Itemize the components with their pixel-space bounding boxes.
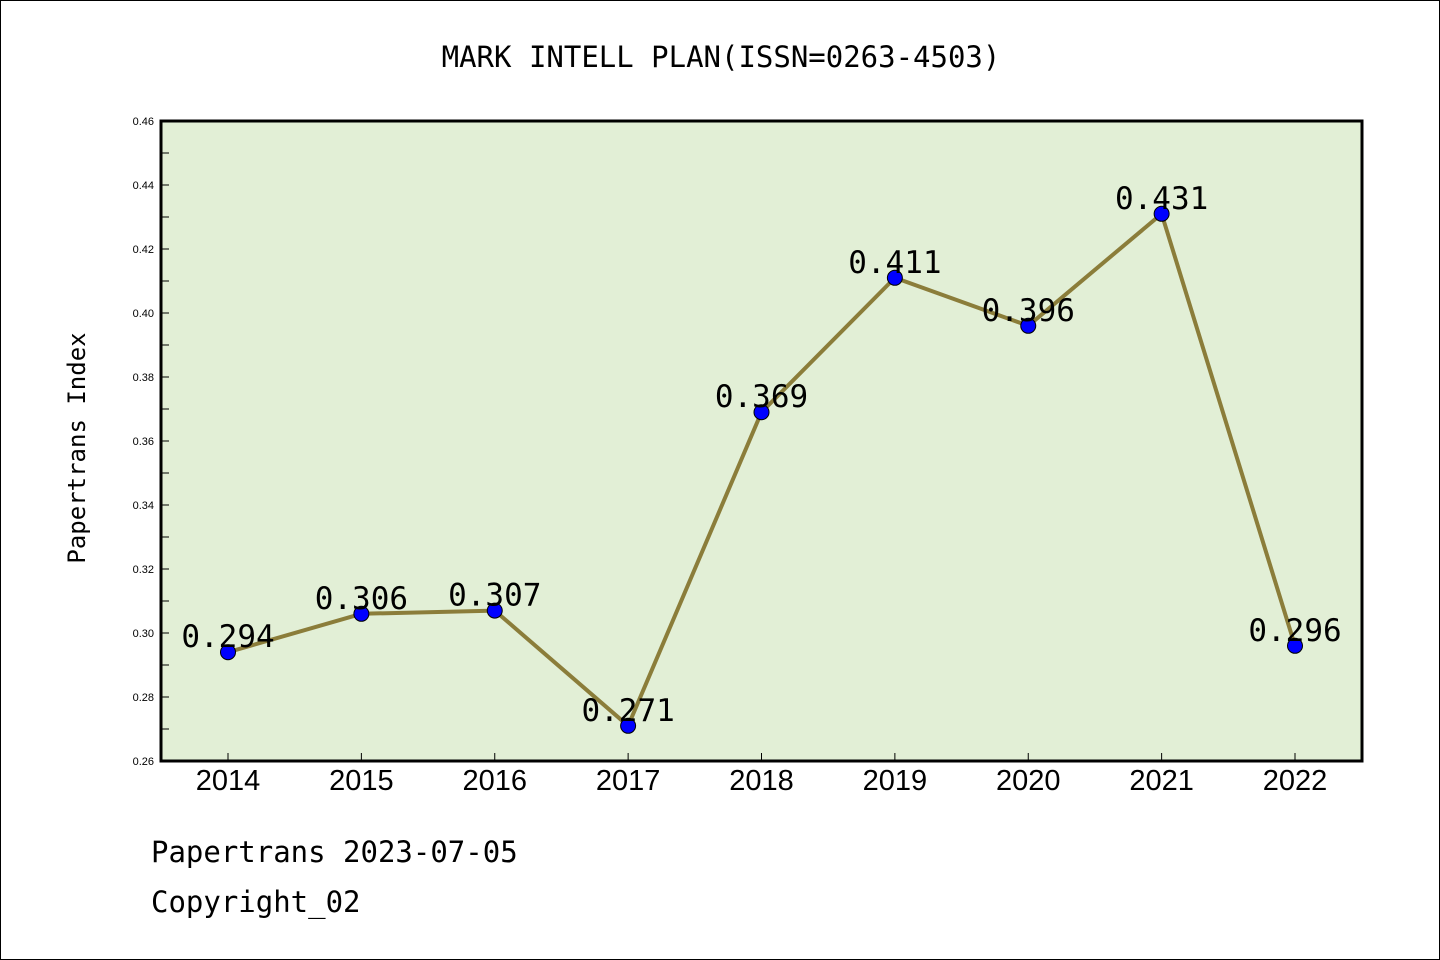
x-tick-label: 2021 xyxy=(1129,765,1194,797)
x-tick-label: 2017 xyxy=(596,765,661,797)
x-tick-label: 2014 xyxy=(196,765,261,797)
y-axis-label: Papertrans Index xyxy=(63,332,91,563)
chart-title: MARK INTELL PLAN(ISSN=0263-4503) xyxy=(442,40,1001,74)
data-label: 0.396 xyxy=(982,293,1075,329)
data-labels: 0.294 0.306 0.307 0.271 0.369 0.411 0.396 0.431… xyxy=(181,181,1341,729)
y-tick-label: 0.32 xyxy=(133,564,154,576)
y-tick-label: 0.28 xyxy=(133,692,154,704)
data-label: 0.431 xyxy=(1115,181,1208,217)
data-label: 0.411 xyxy=(848,245,941,281)
y-tick-label: 0.38 xyxy=(133,372,154,384)
data-label: 0.294 xyxy=(181,619,274,655)
x-tick-label: 2016 xyxy=(462,765,527,797)
data-point xyxy=(486,602,503,619)
y-tick-label: 0.34 xyxy=(133,500,154,512)
data-point xyxy=(220,644,236,661)
data-label: 0.369 xyxy=(715,379,808,415)
data-label: 0.296 xyxy=(1248,613,1341,649)
data-points xyxy=(220,205,1303,734)
data-point xyxy=(1287,637,1303,654)
y-tick-label: 0.30 xyxy=(133,628,154,640)
y-tick-label: 0.36 xyxy=(133,436,154,448)
x-tick-label: 2015 xyxy=(329,765,394,797)
footer-date: Papertrans 2023-07-05 xyxy=(151,835,518,869)
footer-copyright: Copyright_02 xyxy=(151,885,361,919)
x-tick-label: 2019 xyxy=(863,765,928,797)
data-label: 0.307 xyxy=(448,578,541,614)
y-tick-label: 0.26 xyxy=(133,756,154,768)
y-tick-label: 0.46 xyxy=(133,116,154,128)
data-point xyxy=(753,404,770,421)
data-point xyxy=(353,605,370,622)
data-label: 0.306 xyxy=(315,581,408,617)
data-point xyxy=(1020,317,1037,334)
x-tick-label: 2020 xyxy=(996,765,1061,797)
data-label: 0.271 xyxy=(581,693,674,729)
data-point xyxy=(1153,205,1170,222)
y-tick-label: 0.44 xyxy=(133,180,154,192)
data-point xyxy=(886,269,903,286)
x-axis-ticks: 2014 2015 2016 2017 2018 2019 2020 2021 2022 xyxy=(196,753,1328,797)
y-tick-label: 0.42 xyxy=(133,244,154,256)
x-tick-label: 2022 xyxy=(1263,765,1328,797)
data-point xyxy=(620,717,637,734)
plot-area xyxy=(159,119,1364,763)
y-axis-ticks: 0.26 0.28 0.30 0.32 0.34 0.36 0.38 0.40 0.42 0.44… xyxy=(133,116,169,768)
x-tick-label: 2018 xyxy=(729,765,794,797)
y-tick-label: 0.40 xyxy=(133,308,154,320)
